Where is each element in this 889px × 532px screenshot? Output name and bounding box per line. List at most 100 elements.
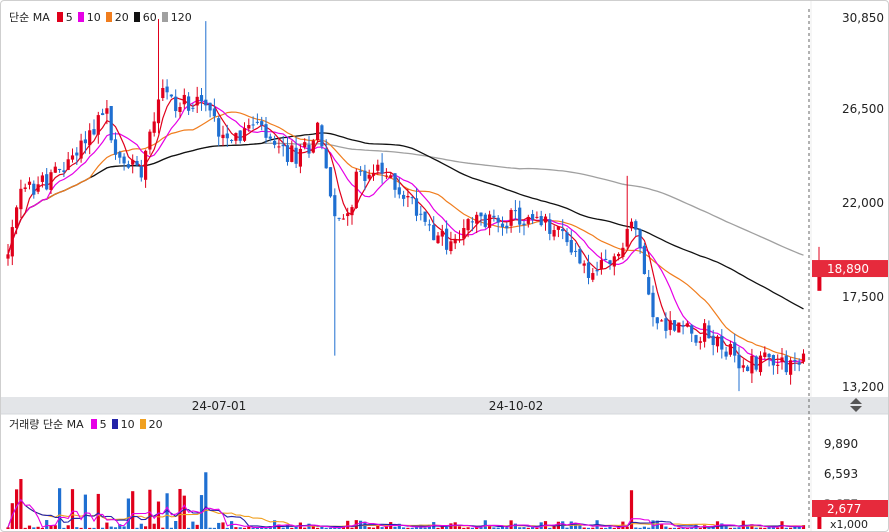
volume-bar [599, 527, 603, 529]
volume-bar [440, 526, 444, 529]
volume-bar [187, 527, 191, 529]
candle [617, 253, 621, 257]
candle [599, 260, 603, 270]
candle [582, 263, 586, 266]
candle [27, 181, 32, 185]
candle [449, 241, 453, 252]
candle [543, 216, 548, 223]
candle [88, 130, 92, 146]
candle [470, 221, 474, 223]
candle [591, 273, 595, 280]
volume-bar [376, 524, 380, 529]
candle [711, 335, 715, 346]
price-legend: 단순 MA 5 10 20 60 120 [9, 10, 192, 25]
candle [565, 232, 569, 243]
volume-bar [49, 525, 53, 529]
volume-bar [148, 489, 152, 529]
volume-legend-title: 거래량 단순 MA [9, 418, 84, 431]
price-y-tick: 22,000 [842, 196, 884, 210]
volume-bar [247, 526, 251, 529]
candle [488, 214, 492, 228]
volume-bar [174, 520, 178, 529]
legend-label-ma20: 20 [114, 10, 129, 24]
volume-bar [242, 527, 247, 529]
volume-bar [234, 527, 238, 529]
volume-bar [15, 489, 19, 529]
volume-bar [402, 527, 406, 529]
current-volume-tag [812, 500, 888, 517]
volume-bar [586, 527, 591, 529]
pane-expand-up-icon[interactable] [850, 398, 862, 404]
volume-bar [281, 527, 285, 529]
candle [303, 142, 307, 148]
volume-y-tick: 9,890 [824, 437, 858, 451]
volume-bar [414, 527, 419, 529]
volume-bar [178, 488, 182, 529]
pane-collapse-down-icon[interactable] [850, 406, 862, 412]
candle [144, 150, 148, 180]
volume-bar [32, 527, 36, 529]
candle [23, 187, 27, 189]
volume-legend: 거래량 단순 MA 5 10 20 [9, 417, 163, 432]
volume-bar [221, 522, 225, 529]
legend-swatch-vma5 [90, 419, 97, 429]
volume-y-tick: 6,593 [824, 467, 858, 481]
volume-bar [789, 527, 793, 529]
volume-bar [83, 494, 87, 529]
candle [595, 270, 599, 272]
volume-bar [230, 521, 234, 529]
legend-label-ma60: 60 [142, 10, 157, 24]
current-price-label: 18,890 [827, 262, 869, 276]
volume-bar [19, 479, 23, 529]
candle [346, 213, 350, 217]
volume-bar [410, 527, 414, 529]
candle [96, 115, 100, 135]
candle [79, 140, 83, 159]
candle [466, 219, 470, 231]
candle [780, 357, 784, 362]
volume-bar [608, 526, 612, 529]
volume-bar [285, 525, 290, 529]
volume-bar [66, 525, 70, 529]
candle [384, 175, 388, 177]
candle [479, 212, 483, 217]
candle [294, 147, 298, 164]
candle [221, 134, 225, 139]
candle [371, 172, 376, 176]
volume-bar [118, 524, 122, 529]
volume-bar [135, 527, 139, 529]
volume-bar [6, 527, 10, 529]
candle [531, 214, 535, 220]
candle [789, 360, 793, 375]
volume-bar [724, 525, 728, 529]
candle [578, 248, 582, 264]
candle [389, 175, 393, 178]
volume-bar [316, 527, 320, 529]
candle [380, 162, 384, 174]
volume-bar [290, 527, 294, 529]
candle [255, 121, 259, 123]
volume-bar [126, 498, 130, 529]
x-tick-label: 24-10-02 [489, 399, 543, 413]
candle [681, 325, 685, 327]
volume-bar [40, 527, 44, 529]
volume-bar [565, 527, 569, 529]
candle [763, 352, 767, 357]
volume-bar [273, 520, 277, 529]
candle [187, 96, 191, 111]
candle [505, 225, 509, 229]
candle [655, 317, 659, 324]
volume-bar [36, 526, 40, 529]
candle [625, 228, 629, 247]
volume-bar [677, 527, 681, 529]
candle [298, 148, 302, 167]
volume-bar [733, 527, 737, 529]
volume-bar [664, 526, 668, 529]
candle [152, 121, 156, 133]
volume-bar [496, 527, 500, 529]
candle [195, 96, 199, 106]
volume-bar [642, 526, 646, 529]
candle [445, 228, 449, 250]
candle [242, 128, 247, 141]
legend-label-ma120: 120 [170, 10, 192, 24]
